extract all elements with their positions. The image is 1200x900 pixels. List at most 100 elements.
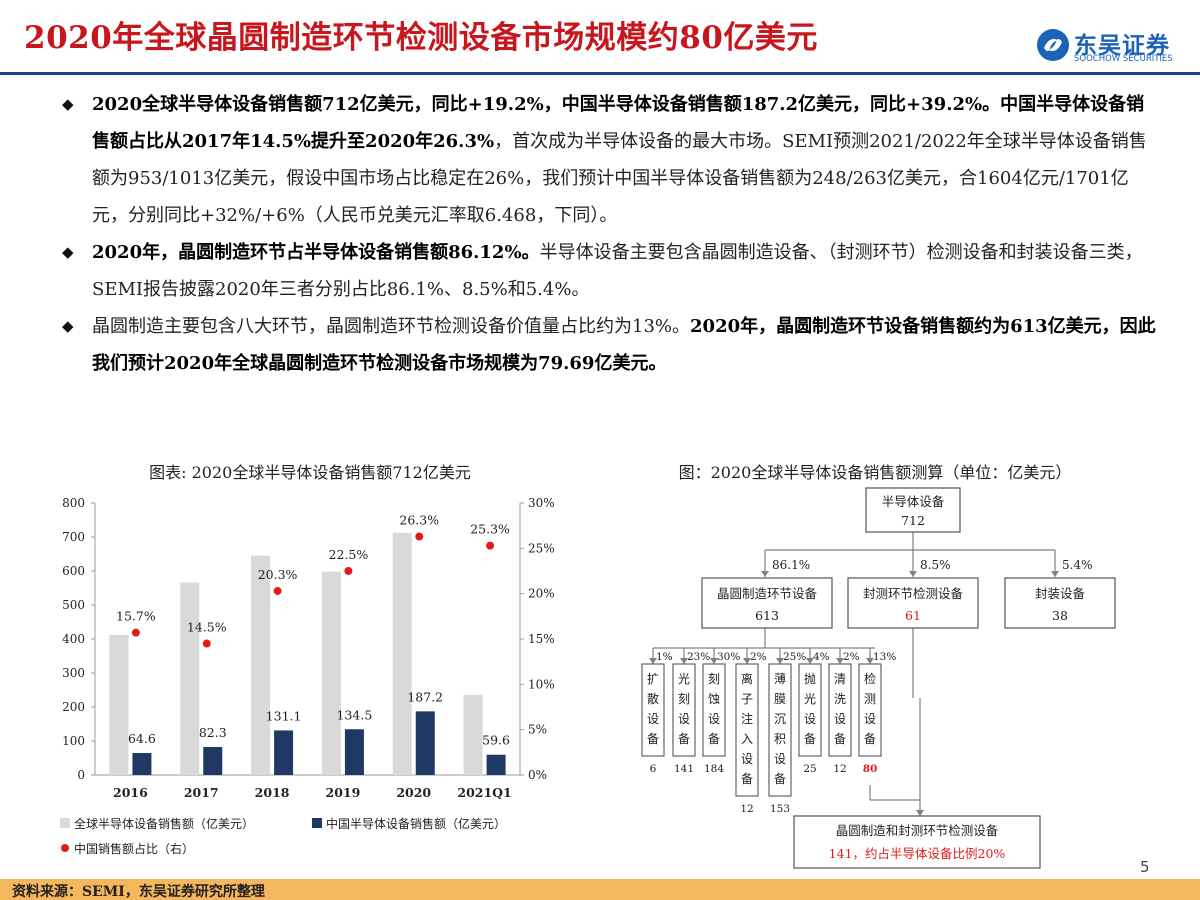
china-sales-data-label: 131.1 (266, 708, 302, 723)
x-tick-label: 2020 (396, 785, 431, 800)
bar-china-sales (203, 747, 223, 775)
legend-swatch-share (61, 844, 69, 852)
legend-label-global: 全球半导体设备销售额（亿美元） (74, 816, 254, 831)
bullet-text: ，首次成为半导体设备的最大市场。SEMI预测2021/2022年全球半导体设备销… (92, 131, 1147, 226)
node-root-box (865, 487, 961, 533)
logo-en-text: SOOCHOW SECURITIES (1074, 54, 1173, 64)
legend-label-china: 中国半导体设备销售额（亿美元） (326, 816, 506, 831)
share-data-label: 15.7% (116, 609, 156, 624)
y-left-tick-label: 300 (62, 666, 85, 680)
footer-bar (0, 879, 1200, 900)
subprocess-label-char: 备 (834, 732, 846, 746)
diagram-title: 图：2020全球半导体设备销售额测算（单位：亿美元） (678, 463, 1072, 482)
bullet-list: ◆ 2020全球半导体设备销售额712亿美元，同比+19.2%，中国半导体设备销… (62, 86, 1162, 382)
subprocess-label-char: 刻 (708, 672, 720, 686)
node-test-box (847, 577, 979, 629)
legend-swatch-global (60, 818, 70, 828)
bar-china-sales (344, 729, 364, 775)
node-combined-label: 晶圆制造和封测环节检测设备 (836, 823, 999, 838)
node-package-label: 封装设备 (1035, 586, 1086, 601)
share-data-label: 25.3% (470, 522, 510, 537)
subprocess-value: 141 (674, 763, 694, 775)
share-data-label: 22.5% (329, 547, 369, 562)
y-left-tick-label: 100 (62, 734, 85, 748)
subprocess-label-char: 备 (774, 772, 786, 786)
node-wafer-box (701, 577, 833, 629)
subprocess-label-char: 子 (741, 692, 753, 706)
sales-chart: 图表: 2020全球半导体设备销售额712亿美元 0 100 200 300 400 50… (40, 455, 580, 875)
subprocess-label-char: 注 (741, 711, 753, 726)
subprocess-label-char: 设 (741, 752, 753, 766)
page-number: 5 (1140, 858, 1150, 876)
node-package-value: 38 (1052, 608, 1068, 623)
bullet-item: ◆ 2020全球半导体设备销售额712亿美元，同比+19.2%，中国半导体设备销… (62, 86, 1162, 234)
y-right-tick-label: 10% (528, 677, 555, 691)
bar-china-sales (486, 754, 506, 775)
share-data-label: 14.5% (187, 620, 227, 635)
bar-china-sales (132, 753, 152, 775)
china-sales-data-label: 64.6 (128, 731, 156, 746)
subprocess-share: 13% (873, 651, 896, 663)
subprocess-label-char: 备 (708, 732, 720, 746)
bullet-text: 半导体设备主要包含晶圆制造设备、（封测环节）检测设备和封装设备三类，SEMI报告… (92, 242, 1143, 300)
subprocess-share: 30% (717, 651, 740, 663)
node-combined-box (793, 815, 1041, 869)
header-rule (0, 72, 1200, 75)
y-left-tick-label: 200 (62, 700, 85, 714)
node-root-label: 半导体设备 (882, 494, 945, 509)
bar-global-sales (251, 555, 271, 775)
bullet-item: ◆ 2020年，晶圆制造环节占半导体设备销售额86.12%。半导体设备主要包含晶… (62, 234, 1162, 308)
legend-label-share: 中国销售额占比（右） (74, 841, 194, 856)
share-point (202, 639, 211, 648)
share-label: 86.1% (772, 558, 810, 572)
diamond-bullet-icon: ◆ (62, 95, 74, 113)
china-sales-data-label: 134.5 (337, 707, 373, 722)
bar-global-sales (321, 571, 341, 775)
subprocess-box (798, 663, 822, 757)
wafer-subprocess-group: 扩散设备1%6光刻设备23%141刻蚀设备30%184离子注入设备2%12薄膜沉… (641, 651, 896, 815)
subprocess-label-char: 设 (864, 712, 876, 726)
bullet-text: 晶圆制造主要包含八大环节，晶圆制造环节检测设备价值量占比约为13%。 (92, 316, 691, 337)
subprocess-box (672, 663, 696, 757)
node-wafer-value: 613 (755, 608, 779, 623)
share-data-label: 26.3% (399, 513, 439, 528)
subprocess-label-char: 洗 (834, 692, 846, 706)
subprocess-box (641, 663, 665, 757)
subprocess-label-char: 沉 (774, 712, 786, 726)
subprocess-label-char: 设 (708, 712, 720, 726)
diagram-arrowheads (649, 571, 1059, 816)
subprocess-share: 25% (783, 651, 806, 663)
subprocess-label-char: 备 (864, 732, 876, 746)
subprocess-box (828, 663, 852, 757)
china-sales-data-label: 82.3 (199, 725, 227, 740)
legend-swatch-china (312, 818, 322, 828)
subprocess-value: 153 (770, 803, 790, 815)
bar-global-sales (180, 582, 200, 775)
subprocess-label-char: 清 (834, 672, 846, 686)
share-data-label: 20.3% (258, 567, 298, 582)
subprocess-label-char: 备 (741, 772, 753, 786)
y-right-tick-label: 15% (528, 632, 555, 646)
subprocess-label-char: 设 (678, 712, 690, 726)
y-left-tick-label: 800 (62, 496, 85, 510)
bar-china-sales (274, 730, 294, 775)
share-label: 8.5% (920, 558, 951, 572)
subprocess-label-char: 扩 (647, 672, 659, 686)
subprocess-label-char: 备 (804, 732, 816, 746)
x-tick-label: 2021Q1 (457, 785, 511, 800)
share-point (273, 586, 282, 595)
bar-global-sales (392, 532, 412, 775)
subprocess-label-char: 薄 (774, 671, 786, 686)
subprocess-share: 2% (843, 651, 860, 663)
subprocess-label-char: 抛 (804, 671, 816, 686)
node-combined-value: 141，约占半导体设备比例20% (829, 846, 1006, 861)
bar-global-sales (109, 634, 129, 775)
source-note: 资料来源：SEMI，东吴证券研究所整理 (12, 884, 265, 900)
subprocess-label-char: 测 (864, 692, 876, 706)
subprocess-share: 4% (813, 651, 830, 663)
logo-cn-text: 东吴证券 (1074, 33, 1170, 59)
bar-china-sales (415, 711, 435, 775)
subprocess-label-char: 备 (647, 732, 659, 746)
logo-mark-icon (1037, 29, 1069, 61)
subprocess-value: 184 (704, 763, 724, 775)
